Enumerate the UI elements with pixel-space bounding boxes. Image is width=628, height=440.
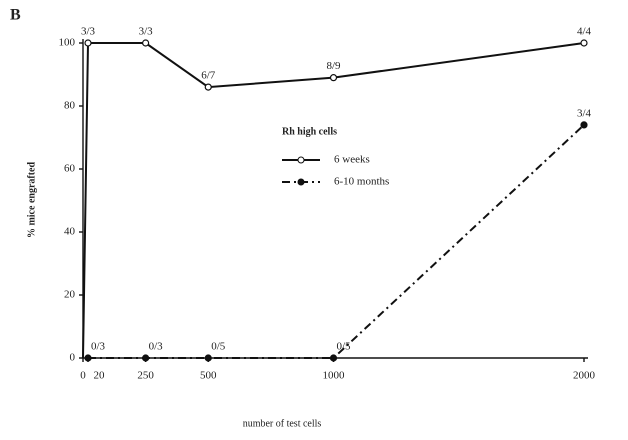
y-tick-label: 60 [64,163,76,175]
legend-marker [297,156,305,164]
series-line [82,42,585,359]
y-axis-label: % mice engrafted [26,162,37,239]
data-point [204,83,212,91]
point-label: 0/3 [91,341,106,353]
y-tick-label: 40 [64,226,76,238]
x-tick-label: 2000 [573,370,596,382]
legend-label: 6 weeks [334,154,370,166]
point-label: 4/4 [577,26,592,38]
data-point [204,354,212,362]
data-point [84,354,92,362]
point-label: 0/3 [149,341,164,353]
x-tick-label: 1000 [323,370,346,382]
x-tick-label: 250 [137,370,154,382]
data-point [580,121,588,129]
y-tick-label: 100 [59,37,76,49]
point-label: 3/3 [81,26,96,38]
data-point [580,39,588,47]
x-tick-label: 0 [80,370,86,382]
legend-marker [297,178,305,186]
data-point [329,354,338,362]
x-tick-label: 20 [94,370,106,382]
legend-title: Rh high cells [282,126,337,137]
x-axis-label: number of test cells [243,418,322,429]
data-point [142,354,150,362]
panel-label: B [10,7,21,24]
data-point [84,39,92,47]
point-label: 0/5 [211,341,226,353]
point-label: 3/3 [139,26,154,38]
legend-label: 6-10 months [334,176,389,188]
data-point [329,74,338,82]
y-tick-label: 20 [64,289,76,301]
point-label: 6/7 [201,70,216,82]
y-tick-label: 80 [64,100,76,112]
point-label: 0/5 [336,341,351,353]
data-point [142,39,150,47]
point-label: 8/9 [326,60,341,72]
y-tick-label: 0 [70,352,76,364]
point-label: 3/4 [577,107,592,119]
x-tick-label: 500 [200,370,217,382]
